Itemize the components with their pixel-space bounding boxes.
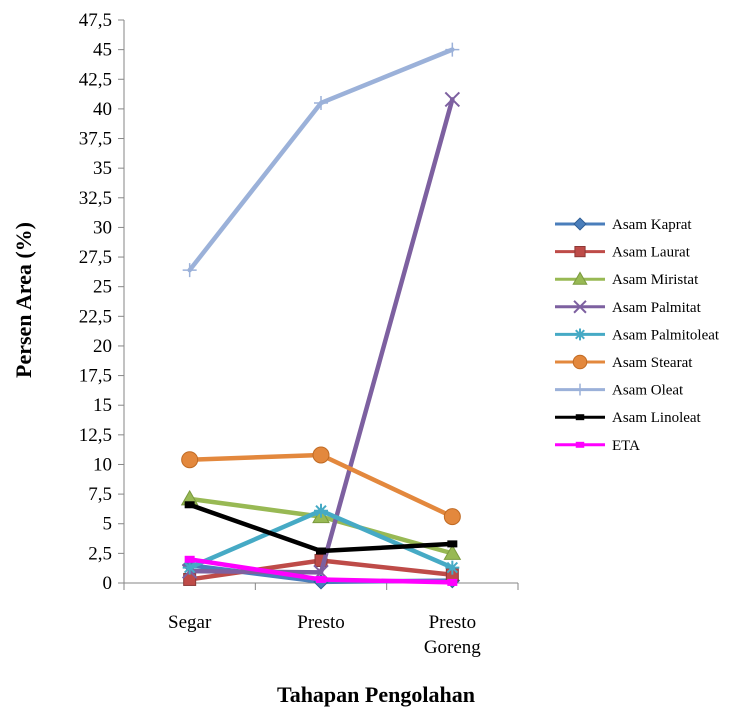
- point-marker: [573, 217, 587, 231]
- y-tick-label: 10: [93, 454, 112, 475]
- y-tick-label: 42,5: [79, 69, 112, 90]
- legend-entry: Asam Linoleat: [555, 410, 702, 426]
- legend-entry: Asam Palmitat: [555, 300, 702, 316]
- series-asam-linoleat: [184, 501, 458, 555]
- legend-label: Asam Laurat: [612, 245, 691, 261]
- point-marker: [184, 555, 195, 563]
- point-marker: [445, 560, 460, 575]
- point-marker: [575, 441, 585, 448]
- point-marker: [572, 354, 588, 370]
- point-marker: [181, 451, 199, 469]
- point-marker: [316, 575, 326, 583]
- point-marker: [573, 300, 587, 314]
- point-marker: [314, 503, 328, 518]
- point-marker: [184, 501, 195, 509]
- point-marker: [312, 446, 330, 464]
- x-tick-label: Presto Goreng: [424, 612, 481, 658]
- x-axis-title: Tahapan Pengolahan: [277, 682, 475, 707]
- y-tick-label: 17,5: [79, 366, 112, 387]
- legend-entry: Asam Miristat: [555, 271, 699, 288]
- series-asam-stearat: [181, 446, 461, 526]
- point-marker: [445, 42, 460, 57]
- point-marker: [574, 328, 586, 341]
- legend-label: Asam Stearat: [612, 355, 693, 371]
- legend-label: Asam Palmitoleat: [612, 327, 720, 343]
- point-marker: [443, 544, 462, 560]
- point-marker: [575, 414, 585, 421]
- y-tick-label: 5: [103, 514, 113, 535]
- point-marker: [182, 560, 197, 575]
- y-tick-label: 32,5: [79, 188, 112, 209]
- y-tick-label: 30: [93, 217, 112, 238]
- point-marker: [443, 508, 461, 526]
- y-tick-label: 37,5: [79, 129, 112, 150]
- legend-entry: ETA: [555, 438, 640, 454]
- legend-label: Asam Kaprat: [612, 217, 692, 233]
- legend-entry: Asam Oleat: [555, 383, 684, 399]
- y-tick-label: 45: [93, 40, 112, 61]
- point-marker: [316, 547, 326, 555]
- legend: Asam Kaprat Asam Laurat Asam Miristat Asam …: [555, 217, 720, 454]
- y-tick-label: 47,5: [79, 10, 112, 31]
- legend-entry: Asam Stearat: [555, 354, 693, 371]
- y-tick-label: 22,5: [79, 306, 112, 327]
- point-marker: [572, 271, 588, 285]
- y-axis-title: Persen Area (%): [11, 222, 36, 378]
- y-tick-label: 0: [103, 573, 113, 594]
- y-tick-label: 40: [93, 99, 112, 120]
- legend-entry: Asam Kaprat: [555, 217, 692, 233]
- axes: 0 2,5 5 7,5 10 12,5 15 17,5 20 22,5 25 27,5 30 32,5 35…: [79, 10, 519, 658]
- y-tick-label: 15: [93, 395, 112, 416]
- legend-label: Asam Palmitat: [612, 300, 702, 316]
- legend-label: Asam Miristat: [612, 272, 699, 288]
- point-marker: [314, 95, 328, 110]
- series-asam-oleat: [182, 42, 460, 278]
- x-tick-label: Segar: [168, 612, 212, 633]
- point-marker: [447, 578, 458, 586]
- series-asam-palmitoleat: [182, 503, 460, 575]
- series-line: [187, 97, 455, 575]
- series-eta: [184, 555, 458, 586]
- y-tick-label: 20: [93, 336, 112, 357]
- point-marker: [447, 540, 458, 548]
- point-marker: [444, 91, 461, 108]
- legend-label: Asam Oleat: [612, 383, 684, 399]
- point-marker: [574, 383, 586, 396]
- series-layer: [180, 42, 462, 590]
- y-tick-label: 12,5: [79, 425, 112, 446]
- x-tick-label: Presto: [297, 612, 345, 633]
- y-tick-label: 2,5: [88, 543, 112, 564]
- legend-entry: Asam Laurat: [555, 245, 691, 261]
- legend-label: ETA: [612, 438, 640, 454]
- y-tick-label: 25: [93, 277, 112, 298]
- point-marker: [574, 246, 586, 258]
- legend-entry: Asam Palmitoleat: [555, 327, 720, 343]
- legend-label: Asam Linoleat: [612, 410, 702, 426]
- point-marker: [182, 263, 197, 278]
- y-tick-label: 35: [93, 158, 112, 179]
- y-tick-label: 7,5: [88, 484, 112, 505]
- y-tick-label: 27,5: [79, 247, 112, 268]
